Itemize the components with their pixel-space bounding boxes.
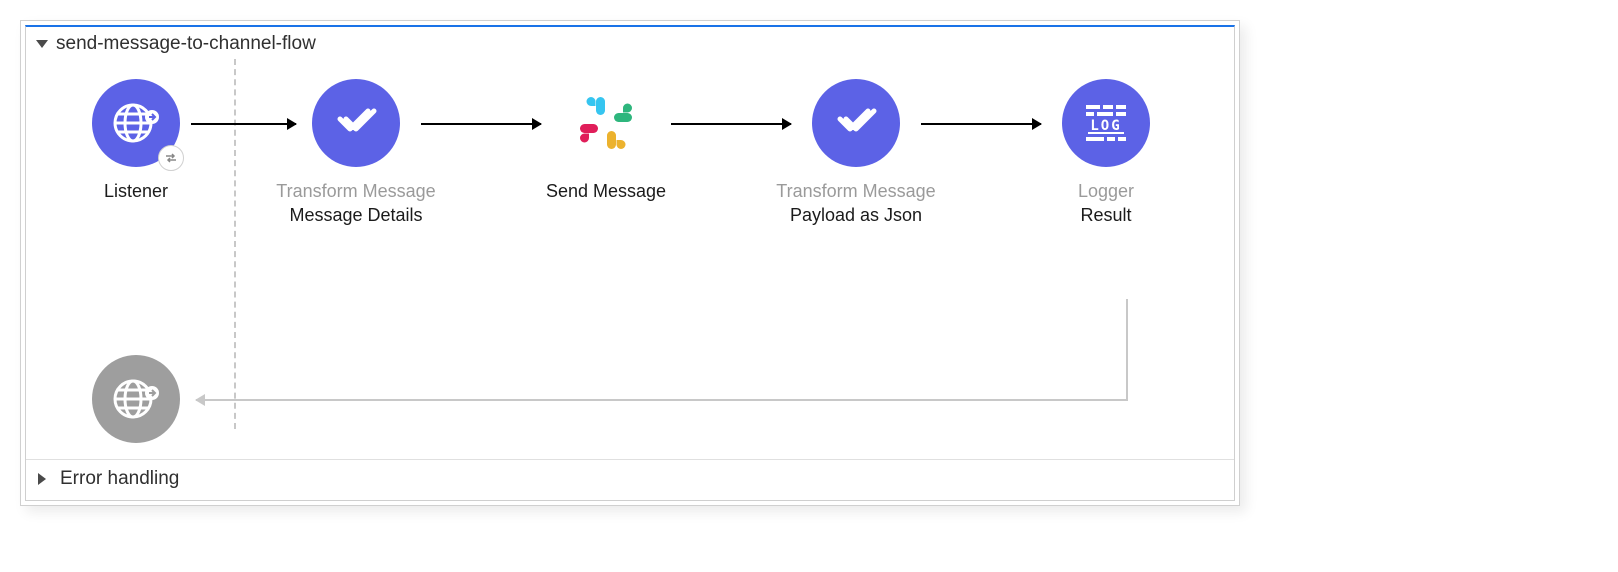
listener-name: Listener [104, 179, 168, 203]
node-transform-2[interactable]: Transform Message Payload as Json [756, 79, 956, 228]
flow-canvas: send-message-to-channel-flow [20, 20, 1240, 506]
transform-2-name: Payload as Json [776, 203, 935, 227]
exchange-badge-icon [158, 145, 184, 171]
node-label: Transform Message Payload as Json [776, 179, 935, 228]
chevron-down-icon [36, 40, 48, 48]
node-transform-1[interactable]: Transform Message Message Details [256, 79, 456, 228]
transform-circle [312, 79, 400, 167]
node-label: Send Message [546, 179, 666, 203]
svg-text:LOG: LOG [1090, 118, 1121, 134]
logger-circle: LOG [1062, 79, 1150, 167]
flow-header[interactable]: send-message-to-channel-flow [26, 27, 1234, 59]
slack-icon [574, 91, 638, 155]
flow-frame: send-message-to-channel-flow [25, 25, 1235, 501]
error-handling-header[interactable]: Error handling [26, 459, 1234, 500]
node-listener-return[interactable] [36, 355, 236, 443]
transform-1-name: Message Details [276, 203, 435, 227]
node-label: Logger Result [1078, 179, 1134, 228]
node-label: Listener [104, 179, 168, 203]
slack-circle [562, 79, 650, 167]
transform-1-type: Transform Message [276, 179, 435, 203]
listener-return-circle [92, 355, 180, 443]
return-wire-horiz [196, 399, 1128, 401]
return-wire-vert [1126, 299, 1128, 399]
transform-icon [828, 95, 884, 151]
error-handling-title: Error handling [60, 468, 179, 490]
slack-name: Send Message [546, 179, 666, 203]
flow-body: Listener Transform Message Message Detai… [26, 59, 1234, 459]
transform-icon [328, 95, 384, 151]
logger-type: Logger [1078, 179, 1134, 203]
transform-2-type: Transform Message [776, 179, 935, 203]
transform-circle [812, 79, 900, 167]
node-logger[interactable]: LOG Logger Result [1006, 79, 1206, 228]
logger-name: Result [1078, 203, 1134, 227]
node-slack[interactable]: Send Message [506, 79, 706, 203]
globe-arrow-icon [109, 96, 163, 150]
log-icon: LOG [1078, 95, 1134, 151]
listener-circle [92, 79, 180, 167]
flow-title: send-message-to-channel-flow [56, 33, 316, 55]
node-label: Transform Message Message Details [276, 179, 435, 228]
globe-arrow-icon [109, 372, 163, 426]
chevron-right-icon [38, 473, 52, 485]
node-listener[interactable]: Listener [36, 79, 236, 203]
